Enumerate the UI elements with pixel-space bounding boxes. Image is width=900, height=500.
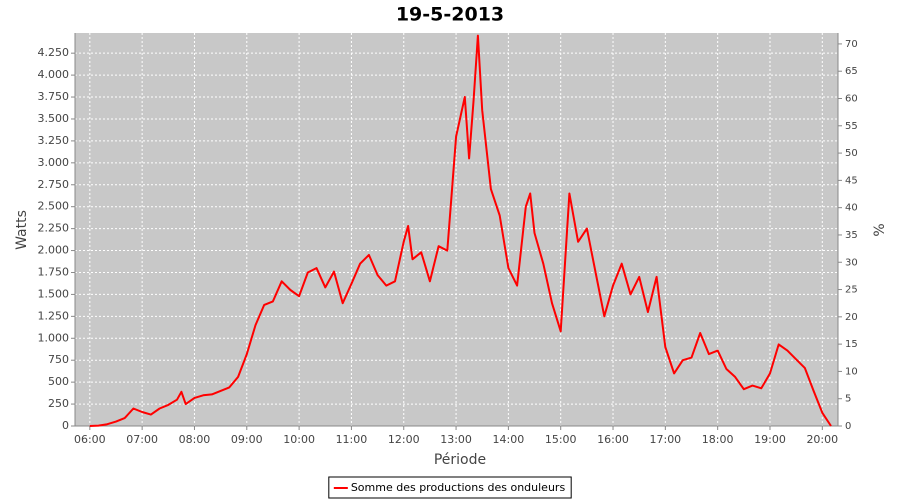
y-tick-label: 4.250 [38, 46, 70, 59]
y2-tick-label: 15 [845, 339, 858, 350]
x-tick-label: 15:00 [545, 433, 577, 446]
x-tick-label: 18:00 [702, 433, 734, 446]
x-tick-label: 16:00 [597, 433, 629, 446]
y2-tick-label: 65 [845, 66, 858, 77]
y-tick-label: 500 [48, 375, 69, 388]
y2-tick-label: 30 [845, 257, 858, 268]
x-tick-label: 07:00 [126, 433, 158, 446]
x-tick-label: 13:00 [440, 433, 472, 446]
y-tick-label: 4.000 [38, 68, 70, 81]
chart-title: 19-5-2013 [396, 4, 504, 26]
grid: 02505007501.0001.2501.5001.7502.0002.250… [38, 33, 858, 446]
y-tick-label: 3.500 [38, 112, 70, 125]
x-tick-label: 14:00 [493, 433, 525, 446]
y2-tick-label: 70 [845, 39, 858, 50]
y2-tick-label: 50 [845, 148, 858, 159]
x-tick-label: 08:00 [179, 433, 211, 446]
y2-tick-label: 45 [845, 175, 858, 186]
x-tick-label: 20:00 [806, 433, 838, 446]
y2-tick-label: 60 [845, 94, 858, 105]
y-tick-label: 0 [62, 419, 69, 432]
y2-tick-label: 20 [845, 312, 858, 323]
legend-label: Somme des productions des onduleurs [351, 481, 566, 494]
y-tick-label: 2.250 [38, 222, 70, 235]
y-tick-label: 1.500 [38, 287, 70, 300]
y-tick-label: 750 [48, 353, 69, 366]
y-tick-label: 1.250 [38, 309, 70, 322]
x-tick-label: 10:00 [283, 433, 315, 446]
y-tick-label: 1.000 [38, 331, 70, 344]
y2-tick-label: 35 [845, 230, 858, 241]
x-tick-label: 19:00 [754, 433, 786, 446]
y-tick-label: 2.000 [38, 244, 70, 257]
y-tick-label: 3.000 [38, 156, 70, 169]
line-series [89, 34, 832, 427]
y2-tick-label: 25 [845, 285, 858, 296]
marks [89, 34, 832, 427]
y2-tick-label: 40 [845, 203, 858, 214]
y2-tick-label: 55 [845, 121, 858, 132]
x-tick-label: 17:00 [649, 433, 681, 446]
y2-axis-label: % [872, 223, 888, 236]
x-tick-label: 12:00 [388, 433, 420, 446]
legend-box [328, 476, 572, 499]
x-tick-label: 09:00 [231, 433, 263, 446]
legend: Somme des productions des onduleurs [328, 476, 572, 499]
x-tick-label: 06:00 [74, 433, 106, 446]
x-tick-label: 11:00 [336, 433, 368, 446]
y-tick-label: 3.750 [38, 90, 70, 103]
y2-tick-label: 0 [845, 421, 851, 432]
y-axis-label: Watts [14, 210, 30, 250]
y-tick-label: 250 [48, 397, 69, 410]
y-tick-label: 1.750 [38, 265, 70, 278]
y-tick-label: 3.250 [38, 134, 70, 147]
y2-tick-label: 5 [845, 394, 851, 405]
y-tick-label: 2.500 [38, 200, 70, 213]
x-axis-label: Période [434, 452, 486, 468]
y-tick-label: 2.750 [38, 178, 70, 191]
y2-tick-label: 10 [845, 366, 858, 377]
